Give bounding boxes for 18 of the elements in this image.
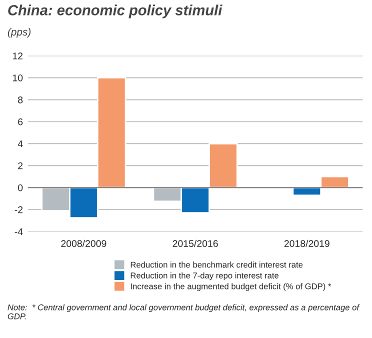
y-tick-label: 10 <box>12 74 23 82</box>
y-tick-label: 2 <box>18 162 23 170</box>
legend-label: Reduction in the 7-day repo interest rate <box>130 272 279 280</box>
chart-subtitle: (pps) <box>8 28 31 38</box>
y-tick-label: 4 <box>18 140 23 148</box>
x-tick-label: 2018/2019 <box>284 240 330 248</box>
y-tick-label: -2 <box>14 206 23 214</box>
y-tick-label: 6 <box>18 118 23 126</box>
y-tick-label: 12 <box>12 52 23 60</box>
text: Note: * Central government and local government budget deficit, expressed as a percentage of GDP. <box>8 304 360 320</box>
x-tick-label: 2015/2016 <box>172 240 218 248</box>
legend-label: Reduction in the benchmark credit interest rate <box>130 262 303 268</box>
y-tick-label: -4 <box>14 228 23 236</box>
y-tick-label: 0 <box>18 184 23 192</box>
legend-label: Increase in the augmented budget deficit (% of GDP) * <box>130 283 332 291</box>
chart-title: China: economic policy stimuli <box>8 4 222 18</box>
x-tick-label: 2008/2009 <box>61 240 106 248</box>
y-tick-label: 8 <box>18 96 23 104</box>
